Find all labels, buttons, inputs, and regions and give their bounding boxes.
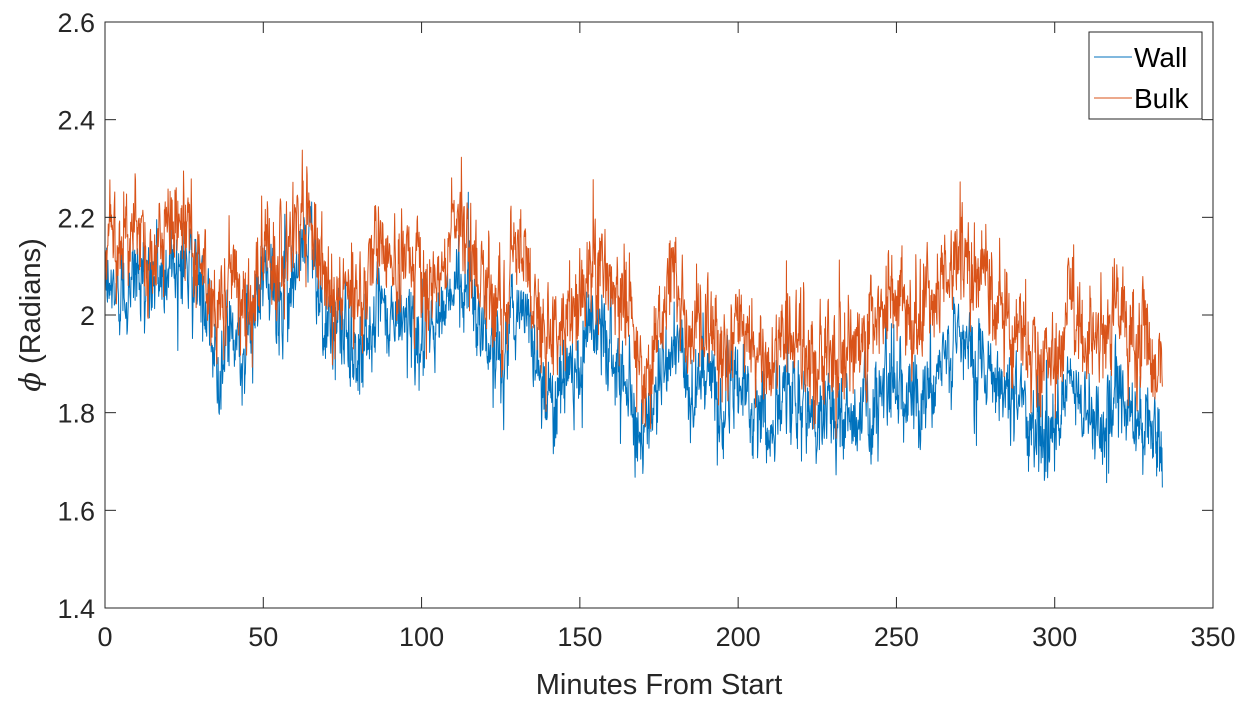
x-tick-label: 0 xyxy=(97,622,112,652)
y-axis-label: ϕ (Radians) xyxy=(13,238,47,392)
series-line-wall xyxy=(104,191,1163,488)
y-tick-label: 2.4 xyxy=(57,106,95,136)
series-line-bulk xyxy=(104,149,1163,439)
x-tick-label: 350 xyxy=(1190,622,1235,652)
y-tick-label: 2.6 xyxy=(57,8,95,38)
x-axis-label: Minutes From Start xyxy=(536,669,783,701)
legend: Wall Bulk xyxy=(1088,31,1203,120)
x-tick-label: 300 xyxy=(1032,622,1077,652)
y-tick-label: 2 xyxy=(80,301,95,331)
x-tick-label: 250 xyxy=(874,622,919,652)
legend-label-wall: Wall xyxy=(1134,42,1187,73)
legend-label-bulk: Bulk xyxy=(1134,83,1189,114)
x-tick-label: 200 xyxy=(716,622,761,652)
y-axis-label-text: (Radians) xyxy=(15,238,47,372)
legend-box xyxy=(1088,31,1203,120)
y-tick-label: 1.8 xyxy=(57,399,95,429)
x-tick-label: 150 xyxy=(557,622,602,652)
x-tick-label: 50 xyxy=(248,622,278,652)
y-tick-label: 1.4 xyxy=(57,594,95,624)
series-group xyxy=(104,149,1163,488)
tick-labels-group: 0 50 100 150 200 250 300 350 1.4 1.6 1.8 2 2.2 2.4 2.6 xyxy=(57,8,1235,652)
y-tick-label: 1.6 xyxy=(57,496,95,526)
y-tick-label: 2.2 xyxy=(57,203,95,233)
y-axis-label-symbol: ϕ xyxy=(13,372,47,392)
ticks-group xyxy=(104,21,1214,609)
x-tick-label: 100 xyxy=(399,622,444,652)
plot-background xyxy=(105,22,1213,608)
